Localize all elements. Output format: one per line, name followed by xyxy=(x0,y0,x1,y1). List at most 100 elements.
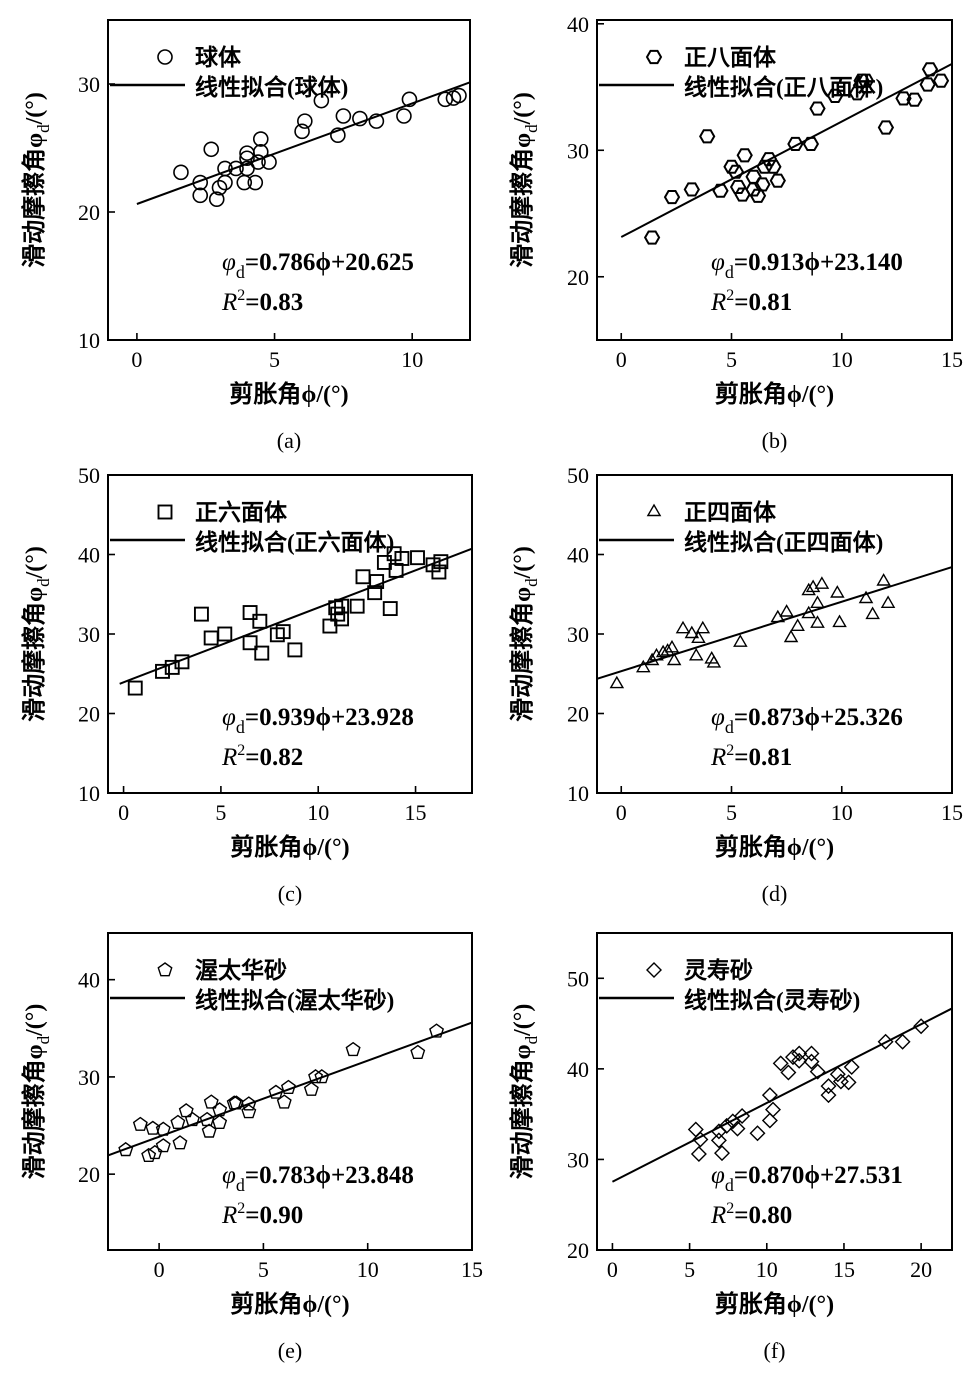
legend-fit-label: 线性拟合(球体) xyxy=(195,74,348,100)
y-label-suffix: /(°) xyxy=(22,1004,48,1037)
y-label-sub: d xyxy=(522,578,541,587)
data-point xyxy=(802,136,820,151)
legend-series-label: 正八面体 xyxy=(684,45,777,70)
data-point xyxy=(761,1087,778,1104)
r2-var: R xyxy=(710,744,726,771)
data-point xyxy=(294,123,310,140)
r2-rhs: =0.83 xyxy=(245,289,303,316)
data-point xyxy=(386,546,402,562)
x-tick-label: 5 xyxy=(726,800,737,825)
data-point xyxy=(805,579,821,593)
r2-sup: 2 xyxy=(726,742,734,759)
data-point xyxy=(155,1121,171,1136)
x-tick-label: 15 xyxy=(941,347,963,372)
data-point xyxy=(401,91,418,108)
y-tick-label: 20 xyxy=(78,1162,100,1187)
data-point xyxy=(736,148,753,163)
r2-var: R xyxy=(221,1202,237,1229)
data-point xyxy=(287,642,303,658)
data-point xyxy=(894,1033,911,1050)
equation-sub: d xyxy=(236,262,245,282)
equation-rhs: =0.873ϕ+25.326 xyxy=(734,704,903,731)
y-label-main: 滑动摩擦角φ xyxy=(20,1044,48,1179)
x-tick-label: 5 xyxy=(684,1257,695,1282)
data-point xyxy=(155,1138,171,1153)
data-point xyxy=(252,613,268,629)
data-point xyxy=(254,645,270,661)
r2-rhs: =0.90 xyxy=(245,1202,303,1229)
data-point xyxy=(820,1087,837,1104)
data-point xyxy=(734,1108,751,1124)
y-tick-label: 50 xyxy=(78,463,100,488)
data-point xyxy=(690,1146,707,1162)
panel-caption: (e) xyxy=(278,1338,302,1363)
panel-caption: (d) xyxy=(762,881,788,906)
data-point xyxy=(410,1044,426,1060)
legend-marker xyxy=(646,962,662,978)
legend-fit-label: 线性拟合(正六面体) xyxy=(195,529,394,555)
chart-panel: 0 5 10102030球体线性拟合(球体)φd=0.786ϕ+20.625R2=0… xyxy=(20,19,471,453)
y-label-main: 滑动摩擦角φ xyxy=(508,1044,536,1179)
y-label-sub: d xyxy=(34,578,53,587)
data-point xyxy=(810,595,825,608)
data-point xyxy=(261,154,277,170)
data-point xyxy=(749,1125,766,1142)
data-point xyxy=(250,154,266,170)
fit-equation: φd=0.786ϕ+20.625 xyxy=(222,249,414,282)
data-point xyxy=(649,647,664,661)
x-axis-label: 剪胀角ϕ/(°) xyxy=(715,380,834,408)
y-label-sub: d xyxy=(522,1035,541,1044)
legend-fit-label: 线性拟合(灵寿砂) xyxy=(684,987,860,1013)
y-label-suffix: /(°) xyxy=(22,546,48,579)
data-point xyxy=(303,1081,319,1096)
data-point xyxy=(840,1074,857,1091)
y-label-suffix: /(°) xyxy=(22,92,48,125)
data-point xyxy=(729,1120,746,1137)
data-point xyxy=(919,77,936,92)
data-point xyxy=(308,1069,324,1084)
data-point xyxy=(203,141,220,158)
legend-marker xyxy=(157,962,173,977)
legend-fit-label: 线性拟合(正四面体) xyxy=(684,529,883,555)
data-point xyxy=(217,160,233,177)
r2-var: R xyxy=(221,289,237,316)
data-point xyxy=(217,174,233,191)
data-point xyxy=(410,550,425,566)
r2-sup: 2 xyxy=(726,287,734,304)
data-point xyxy=(280,1079,296,1095)
data-point xyxy=(858,590,874,604)
y-tick-label: 30 xyxy=(78,1065,100,1090)
r2-var: R xyxy=(221,744,237,771)
data-point xyxy=(368,113,385,129)
data-point xyxy=(330,606,346,622)
r-squared: R2=0.81 xyxy=(710,742,792,771)
r2-rhs: =0.80 xyxy=(734,1202,792,1229)
y-tick-label: 40 xyxy=(567,1057,589,1082)
x-axis-label: 剪胀角ϕ/(°) xyxy=(715,1290,834,1318)
r2-sup: 2 xyxy=(726,1200,734,1217)
y-tick-label: 40 xyxy=(78,543,100,568)
fit-equation: φd=0.783ϕ+23.848 xyxy=(222,1162,414,1195)
data-point xyxy=(714,1145,730,1162)
x-axis-label: 剪胀角ϕ/(°) xyxy=(230,833,349,861)
data-point xyxy=(691,630,706,643)
r2-rhs: =0.82 xyxy=(245,744,303,771)
data-point xyxy=(212,1114,228,1130)
r-squared: R2=0.90 xyxy=(221,1200,303,1229)
data-point xyxy=(173,164,189,181)
data-point xyxy=(695,620,711,634)
equation-rhs: =0.786ϕ+20.625 xyxy=(245,249,414,276)
data-point xyxy=(876,573,891,586)
data-point xyxy=(241,1104,257,1119)
r-squared: R2=0.80 xyxy=(710,1200,792,1229)
data-point xyxy=(754,177,771,192)
data-point xyxy=(729,179,747,194)
data-point xyxy=(127,680,143,696)
data-point xyxy=(192,174,209,191)
